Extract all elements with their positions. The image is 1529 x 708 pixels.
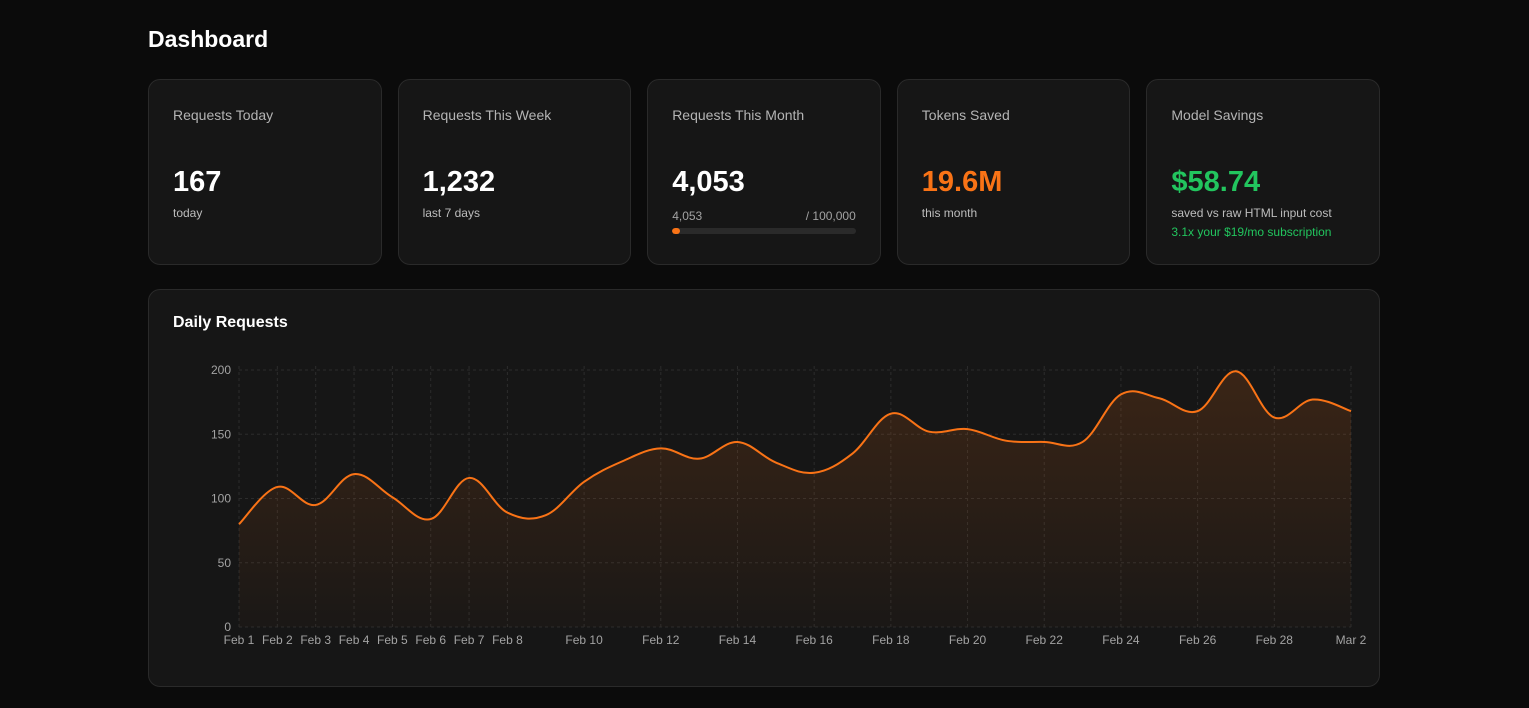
- x-tick-label: Mar 2: [1336, 633, 1367, 647]
- card-value: 19.6M: [921, 166, 1003, 198]
- series-area: [239, 371, 1351, 627]
- y-tick-label: 0: [224, 620, 231, 634]
- quota-progress-bar: [672, 228, 856, 234]
- card-subtitle: last 7 days: [422, 206, 480, 220]
- card-label: Model Savings: [1171, 107, 1264, 123]
- card-tokens-saved: Tokens Saved 19.6M this month: [896, 79, 1131, 265]
- chart-title: Daily Requests: [173, 314, 288, 331]
- daily-requests-chart-card: Daily Requests 0 50 100 150 200 Feb 1 Feb 2 Feb…: [148, 289, 1380, 687]
- x-tick-label: Feb 12: [642, 633, 680, 647]
- x-tick-label: Feb 24: [1102, 633, 1140, 647]
- x-tick-label: Feb 22: [1026, 633, 1064, 647]
- stats-cards: Requests Today 167 today Requests This W…: [148, 79, 1380, 265]
- page-title: Dashboard: [148, 26, 269, 52]
- x-tick-label: Feb 16: [795, 633, 833, 647]
- x-tick-label: Feb 6: [415, 633, 446, 647]
- x-tick-label: Feb 26: [1179, 633, 1217, 647]
- x-tick-label: Feb 10: [565, 633, 603, 647]
- y-tick-label: 200: [211, 363, 231, 377]
- card-label: Requests This Week: [422, 107, 552, 123]
- savings-note: 3.1x your $19/mo subscription: [1171, 225, 1332, 239]
- x-tick-label: Feb 14: [719, 633, 757, 647]
- card-label: Requests Today: [173, 107, 274, 123]
- card-requests-today: Requests Today 167 today: [148, 79, 382, 265]
- card-value: 4,053: [672, 166, 745, 198]
- quota-used: 4,053: [672, 209, 703, 223]
- x-tick-label: Feb 28: [1256, 633, 1294, 647]
- quota-progress-fill: [672, 228, 680, 234]
- card-requests-week: Requests This Week 1,232 last 7 days: [397, 79, 632, 265]
- x-tick-label: Feb 5: [377, 633, 408, 647]
- x-tick-label: Feb 7: [454, 633, 485, 647]
- card-label: Requests This Month: [672, 107, 805, 123]
- y-tick-label: 150: [211, 427, 231, 441]
- x-tick-label: Feb 20: [949, 633, 987, 647]
- quota-total: / 100,000: [805, 209, 856, 223]
- card-value: $58.74: [1171, 166, 1261, 198]
- x-tick-label: Feb 4: [339, 633, 370, 647]
- x-tick-label: Feb 8: [492, 633, 523, 647]
- card-requests-month: Requests This Month 4,053 4,053 / 100,00…: [647, 79, 881, 265]
- daily-requests-chart: 0 50 100 150 200 Feb 1 Feb 2 Feb 3 Feb 4 Feb 5 Feb…: [211, 363, 1367, 647]
- card-subtitle: today: [173, 206, 203, 220]
- x-tick-label: Feb 18: [872, 633, 910, 647]
- card-value: 167: [173, 166, 222, 198]
- card-model-savings: Model Savings $58.74 saved vs raw HTML i…: [1146, 79, 1380, 265]
- card-label: Tokens Saved: [921, 107, 1010, 123]
- y-tick-label: 50: [218, 556, 232, 570]
- series-line: [238, 370, 1352, 525]
- card-subtitle: this month: [921, 206, 978, 220]
- x-tick-label: Feb 2: [262, 633, 293, 647]
- card-value: 1,232: [422, 166, 496, 198]
- x-tick-label: Feb 3: [300, 633, 331, 647]
- card-subtitle: saved vs raw HTML input cost: [1171, 206, 1332, 220]
- quota-row: 4,053 / 100,000: [672, 209, 856, 223]
- y-tick-label: 100: [211, 492, 231, 506]
- x-tick-label: Feb 1: [224, 633, 255, 647]
